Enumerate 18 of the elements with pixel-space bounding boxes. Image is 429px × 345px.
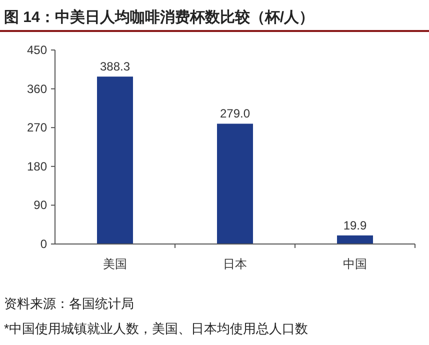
y-tick-label: 0: [40, 237, 48, 251]
bar: [217, 124, 253, 244]
bar: [337, 235, 373, 244]
data-label: 19.9: [343, 218, 367, 232]
x-tick-label: 美国: [103, 257, 127, 271]
x-tick-label: 中国: [343, 257, 367, 271]
text: 资料来源：各国统计局: [4, 296, 134, 311]
x-tick-label: 日本: [223, 257, 247, 271]
data-label: 388.3: [100, 60, 130, 74]
text: *中国使用城镇就业人数，美国、日本均使用总人口数: [4, 321, 308, 336]
y-tick-label: 180: [26, 159, 48, 174]
chart-title: 图 14：中美日人均咖啡消费杯数比较（杯/人）: [4, 8, 314, 26]
y-tick-label: 450: [26, 43, 48, 57]
y-tick-label: 360: [26, 82, 48, 96]
y-tick-label: 270: [26, 120, 48, 135]
y-tick-label: 90: [34, 198, 48, 212]
bar: [97, 76, 133, 244]
data-label: 279.0: [220, 106, 250, 121]
